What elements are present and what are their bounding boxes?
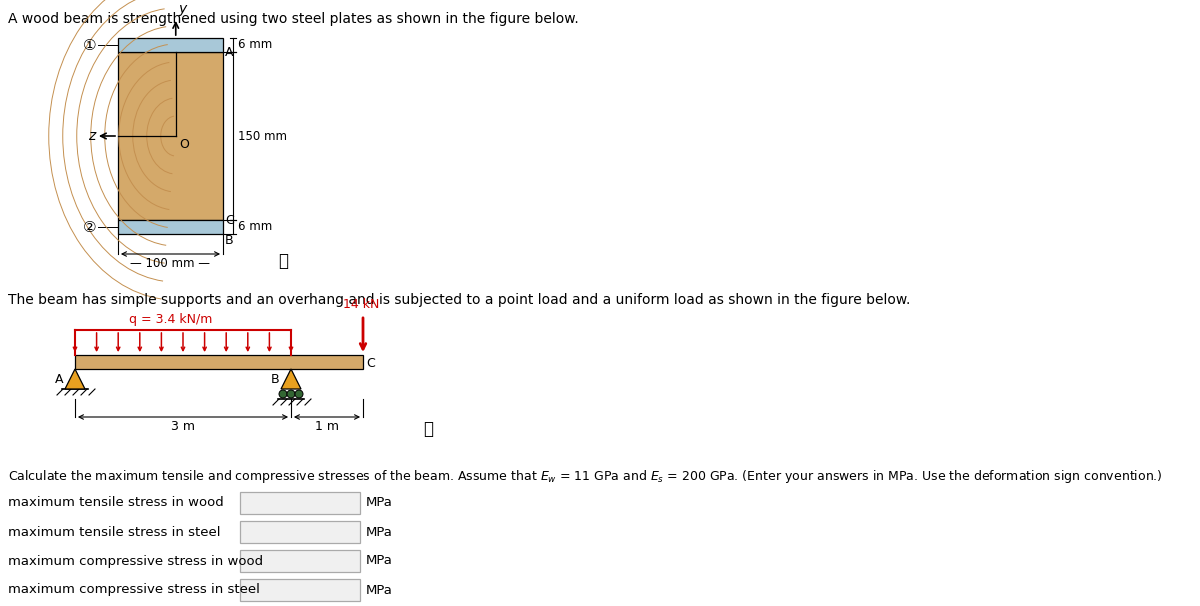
Circle shape: [278, 390, 287, 398]
Text: maximum compressive stress in steel: maximum compressive stress in steel: [8, 584, 260, 596]
Text: O: O: [179, 138, 188, 151]
Text: maximum tensile stress in wood: maximum tensile stress in wood: [8, 496, 223, 510]
Text: C: C: [366, 357, 374, 370]
Text: B: B: [226, 234, 234, 247]
Text: z: z: [88, 129, 95, 143]
Text: C: C: [226, 213, 234, 227]
Text: 3 m: 3 m: [172, 420, 194, 433]
Text: q = 3.4 kN/m: q = 3.4 kN/m: [130, 313, 212, 326]
Text: The beam has simple supports and an overhang and is subjected to a point load an: The beam has simple supports and an over…: [8, 293, 911, 307]
Text: MPa: MPa: [366, 554, 392, 567]
Circle shape: [295, 390, 302, 398]
Bar: [74, 355, 364, 369]
Text: maximum tensile stress in steel: maximum tensile stress in steel: [8, 525, 221, 539]
Circle shape: [287, 390, 295, 398]
Text: 150 mm: 150 mm: [238, 130, 287, 142]
Text: A wood beam is strengthened using two steel plates as shown in the figure below.: A wood beam is strengthened using two st…: [8, 12, 578, 26]
Text: maximum compressive stress in wood: maximum compressive stress in wood: [8, 554, 263, 567]
Bar: [240, 579, 360, 601]
Text: 6 mm: 6 mm: [238, 221, 272, 233]
Text: ⓘ: ⓘ: [424, 420, 433, 438]
Text: ②: ②: [83, 219, 97, 235]
Bar: [240, 550, 360, 572]
Text: Calculate the maximum tensile and compressive stresses of the beam. Assume that : Calculate the maximum tensile and compre…: [8, 468, 1163, 485]
Text: B: B: [270, 373, 278, 386]
Text: ①: ①: [83, 38, 97, 53]
Text: — 100 mm —: — 100 mm —: [131, 257, 210, 270]
Text: MPa: MPa: [366, 525, 392, 539]
Bar: [118, 52, 223, 220]
Text: MPa: MPa: [366, 496, 392, 510]
Text: ⓘ: ⓘ: [278, 252, 288, 270]
Text: y: y: [179, 2, 187, 16]
Text: MPa: MPa: [366, 584, 392, 596]
Text: A: A: [54, 373, 64, 386]
Bar: [118, 38, 223, 52]
Text: 1 m: 1 m: [314, 420, 340, 433]
Polygon shape: [65, 369, 85, 389]
Bar: [240, 492, 360, 514]
Text: A: A: [226, 45, 234, 59]
Polygon shape: [281, 369, 301, 389]
Bar: [118, 220, 223, 234]
Text: 6 mm: 6 mm: [238, 39, 272, 52]
Bar: [240, 521, 360, 543]
Text: 14 kN: 14 kN: [343, 298, 379, 311]
